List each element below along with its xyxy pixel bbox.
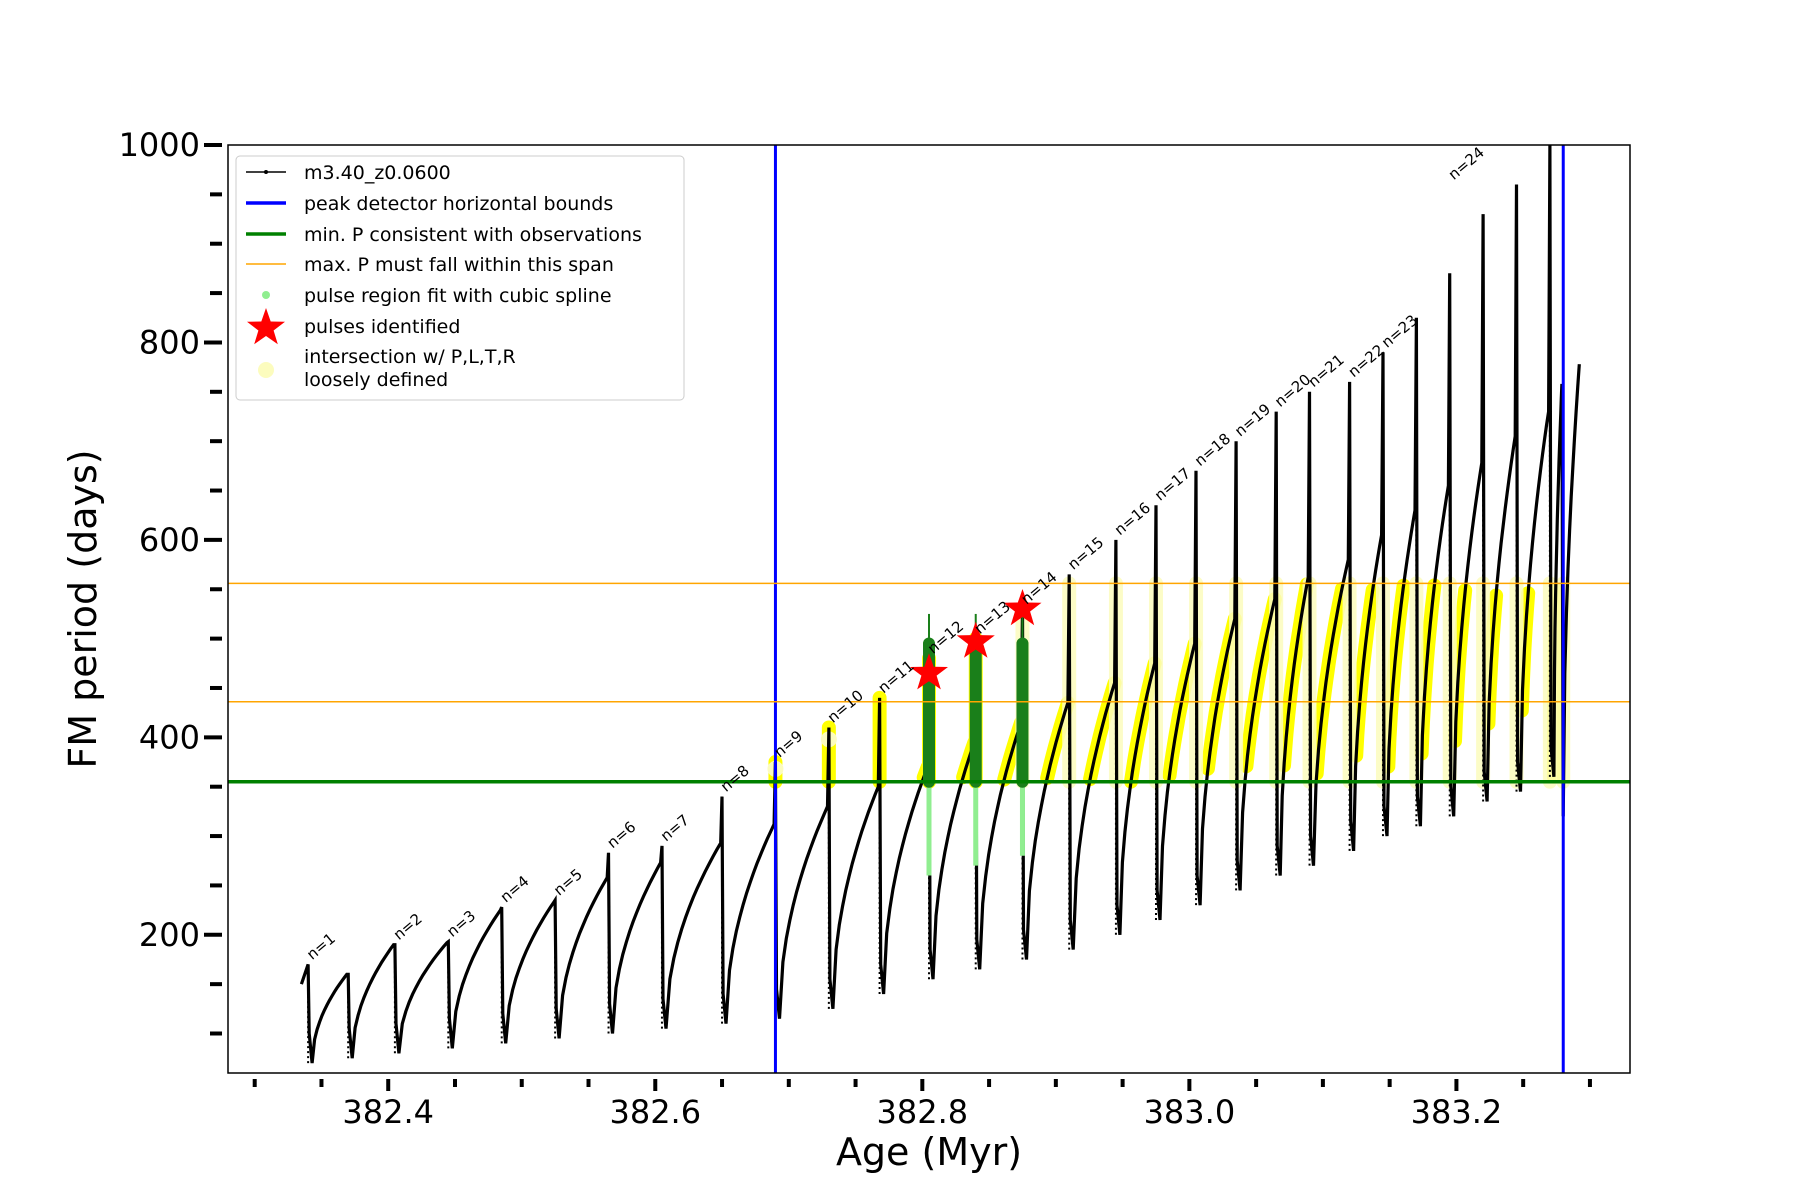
y-tick-label: 800 — [139, 323, 200, 361]
y-tick-label: 600 — [139, 521, 200, 559]
pulse-label: n=18 — [1191, 430, 1234, 470]
legend-label: intersection w/ P,L,T,R — [304, 346, 516, 368]
x-tick-label: 383.2 — [1411, 1093, 1503, 1131]
x-axis-label: Age (Myr) — [836, 1130, 1022, 1174]
pulse-label: n=21 — [1305, 351, 1348, 391]
legend-label: max. P must fall within this span — [304, 254, 614, 276]
pulse-star — [1003, 589, 1042, 626]
pulse-label: n=10 — [824, 686, 867, 726]
pulse-label: n=1 — [303, 929, 339, 963]
legend-swatch-star — [247, 308, 285, 345]
pulse-label: n=19 — [1231, 400, 1274, 440]
pulse-star — [910, 653, 948, 690]
legend-label: peak detector horizontal bounds — [304, 193, 613, 215]
y-tick-label: 200 — [139, 916, 200, 954]
y-tick-label: 400 — [139, 718, 200, 756]
y-axis-label: FM period (days) — [61, 449, 105, 768]
series-line-track — [299, 145, 1581, 1064]
x-tick-label: 382.8 — [877, 1093, 969, 1131]
pulse-label: n=16 — [1111, 499, 1154, 539]
pulse-label: n=14 — [1017, 568, 1060, 608]
pulse-label: n=6 — [604, 818, 640, 852]
legend-label: loosely defined — [304, 369, 448, 391]
legend-swatch-marker — [264, 170, 268, 174]
x-tick-label: 383.0 — [1144, 1093, 1236, 1131]
pulse-label: n=24 — [1445, 143, 1488, 183]
pulse-label: n=5 — [550, 865, 586, 899]
legend-swatch-dot — [262, 291, 270, 299]
pulse-label: n=3 — [443, 907, 479, 941]
legend-swatch-bigdot — [258, 362, 274, 378]
y-tick-label: 1000 — [119, 126, 200, 164]
pulse-label: n=8 — [717, 762, 753, 796]
x-tick-label: 382.6 — [609, 1093, 701, 1131]
legend-label: pulses identified — [304, 316, 460, 338]
x-tick-label: 382.4 — [342, 1093, 434, 1131]
legend-label: m3.40_z0.0600 — [304, 162, 451, 184]
pulse-label: n=11 — [875, 657, 918, 697]
pulse-label: n=4 — [497, 872, 533, 906]
legend-box — [235, 155, 685, 401]
pulse-label: n=17 — [1151, 464, 1194, 504]
pulse-label: n=7 — [657, 811, 693, 845]
pulse-star — [956, 621, 995, 658]
pulse-label: n=15 — [1064, 533, 1107, 573]
legend-label: min. P consistent with observations — [304, 224, 642, 246]
pulse-label: n=2 — [390, 910, 426, 944]
legend-label: pulse region fit with cubic spline — [304, 285, 612, 307]
plot-frame — [227, 144, 1631, 1074]
